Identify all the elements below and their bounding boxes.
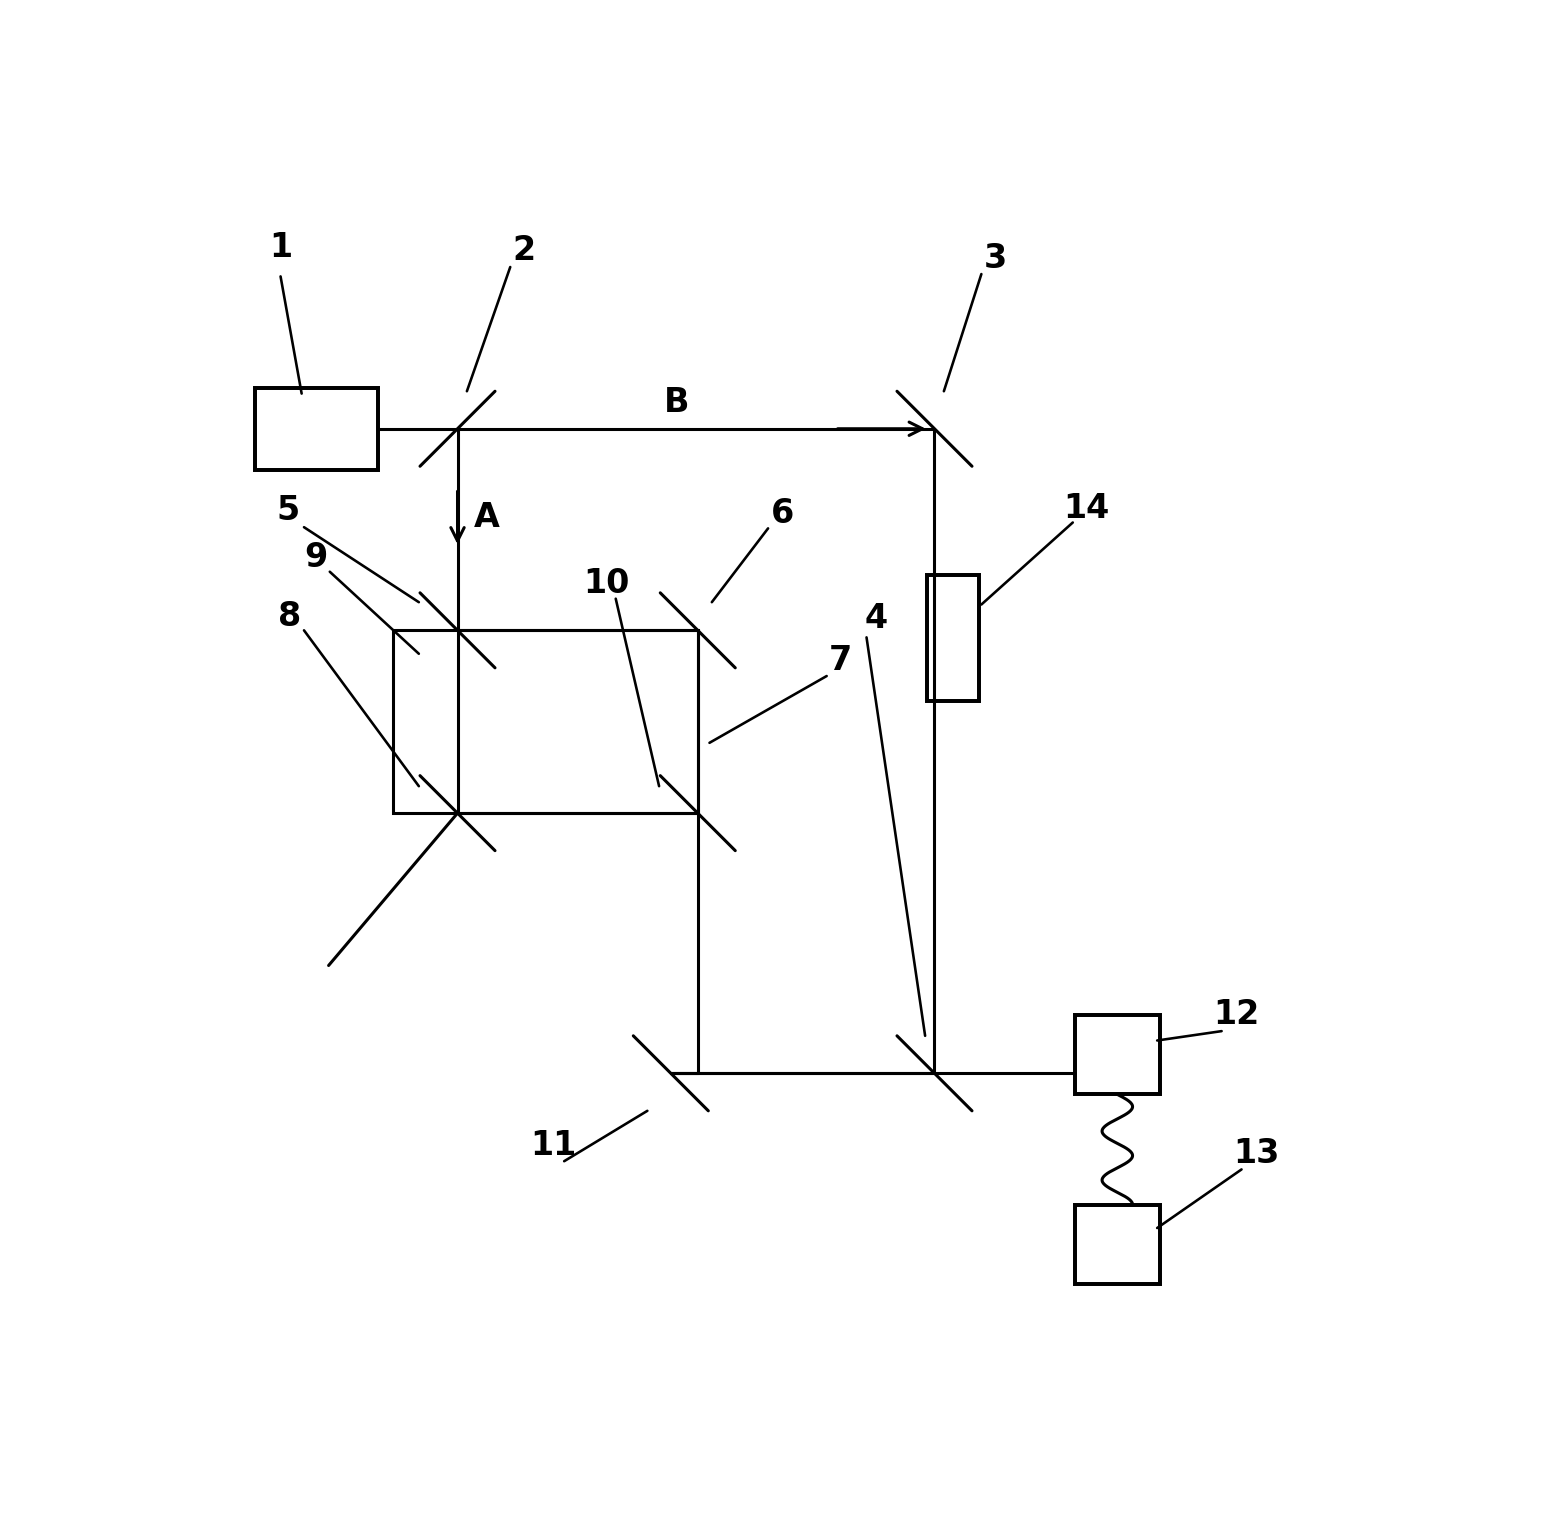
Bar (1075, 1204, 1160, 1285)
Bar (928, 575, 979, 700)
Text: 11: 11 (530, 1129, 576, 1163)
Text: 13: 13 (1233, 1137, 1279, 1169)
Text: 3: 3 (984, 242, 1007, 275)
Text: 6: 6 (770, 496, 793, 530)
Text: B: B (665, 387, 689, 420)
Text: 1: 1 (270, 231, 293, 263)
Text: 5: 5 (276, 495, 299, 527)
Text: 10: 10 (582, 566, 629, 600)
Text: 12: 12 (1214, 998, 1259, 1032)
Text: 7: 7 (829, 644, 852, 677)
Bar (393, 630, 697, 813)
Text: A: A (474, 501, 500, 534)
Text: 8: 8 (279, 600, 302, 633)
Text: 4: 4 (864, 603, 888, 635)
Text: 9: 9 (304, 542, 327, 574)
Text: 14: 14 (1064, 492, 1111, 525)
Bar (1075, 1015, 1160, 1094)
Bar (254, 388, 378, 470)
Text: 2: 2 (513, 234, 536, 268)
